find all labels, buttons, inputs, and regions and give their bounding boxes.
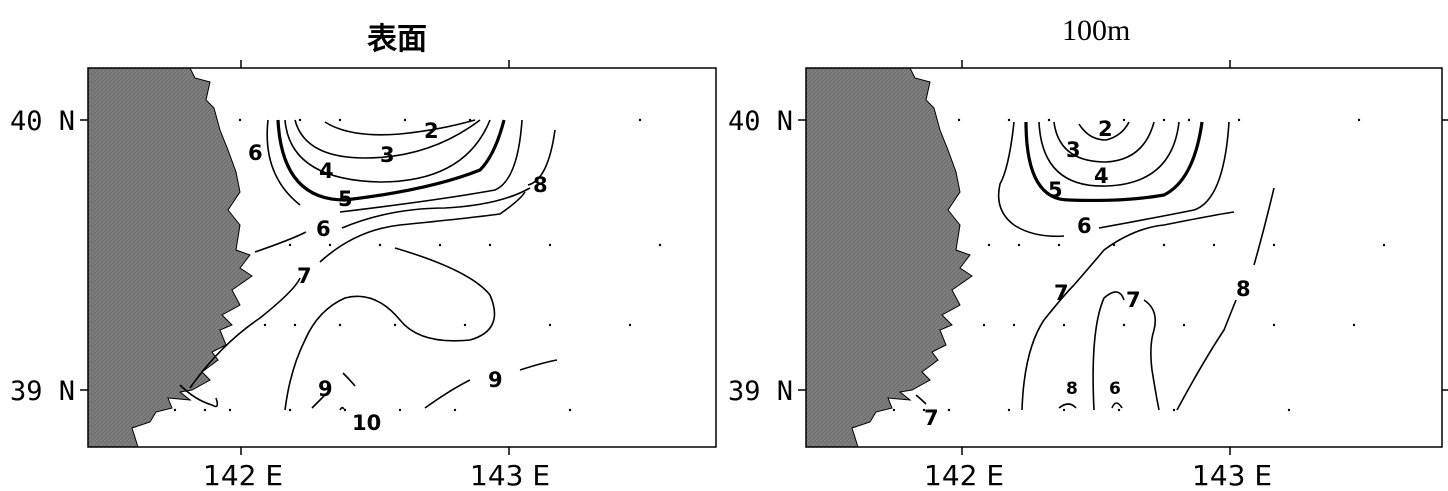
contour-label: 4 [319,159,334,183]
contour-label: 8 [1066,379,1078,399]
station-dots [892,118,1386,412]
contour-label: 3 [380,143,395,167]
contour-label: 7 [1126,288,1141,312]
contour-label: 6 [1109,379,1121,399]
station-dots [173,118,662,412]
contour-map-100m: 40 N 39 N 142 E 143 E 2 3 4 5 6 7 7 [728,60,1448,491]
lon-label: 142 E [924,459,1004,491]
contour-label: 7 [1054,281,1069,305]
lon-label: 143 E [470,459,550,491]
contour-label: 4 [1094,164,1109,188]
lon-label: 143 E [1192,459,1272,491]
contour-label: 7 [924,406,939,430]
lon-label: 142 E [203,459,283,491]
contour-label: 2 [424,119,439,143]
lat-label: 39 N [10,376,75,407]
contour-label: 5 [338,187,353,211]
contour-label: 6 [1077,214,1092,238]
panel-title: 100m [1062,14,1131,47]
lat-label: 39 N [728,376,793,407]
coastline-land [87,67,253,448]
contour-label: 10 [352,411,381,435]
map-panel-surface: 表面 40 N 39 N 142 E 143 E [10,22,717,491]
lat-label: 40 N [728,106,793,137]
contour-lines [179,119,558,411]
contour-label: 6 [316,217,331,241]
contour-map-surface: 40 N 39 N 142 E 143 E 2 3 4 [10,60,717,491]
contour-label: 5 [1048,178,1063,202]
contour-label: 2 [1098,117,1113,141]
contour-label: 8 [533,173,548,197]
contour-label: 9 [318,377,333,401]
panel-title: 表面 [367,22,427,57]
contour-label: 7 [297,264,312,288]
map-frame [805,67,1443,448]
contour-label: 6 [248,141,263,165]
map-frame [87,67,717,448]
contour-label: 3 [1066,138,1081,162]
contour-label: 9 [488,368,503,392]
contour-lines [915,121,1275,411]
map-panel-100m: 100m 40 N 39 N 142 E 143 E [724,0,1448,491]
contour-label: 8 [1236,277,1251,301]
lat-label: 40 N [10,106,75,137]
coastline-land [805,67,973,448]
